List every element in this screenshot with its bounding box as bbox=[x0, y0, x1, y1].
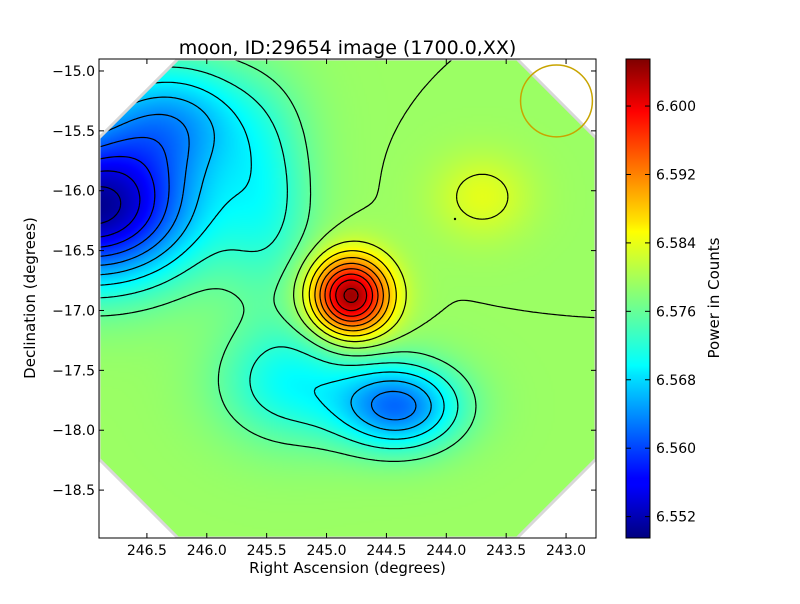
contour-level bbox=[335, 279, 368, 312]
x-tick-label: 246.0 bbox=[187, 543, 227, 559]
contour-level bbox=[319, 262, 384, 327]
octagon-edge bbox=[99, 59, 596, 538]
y-tick-label: −17.5 bbox=[52, 363, 95, 379]
contour-level bbox=[308, 250, 397, 337]
y-tick-label: −18.0 bbox=[52, 423, 95, 439]
y-tick-label: −16.5 bbox=[52, 244, 95, 260]
x-tick-label: 244.0 bbox=[426, 543, 466, 559]
contour-level bbox=[324, 268, 379, 322]
y-tick-label: −17.0 bbox=[52, 303, 95, 319]
x-axis-label: Right Ascension (degrees) bbox=[249, 559, 446, 577]
plot-frame bbox=[98, 58, 597, 539]
y-tick-label: −18.5 bbox=[52, 483, 95, 499]
y-tick-label: −15.0 bbox=[52, 64, 95, 80]
colorbar-ticks: 6.552 6.560 6.568 6.576 6.584 6.592 6.600 bbox=[626, 99, 696, 526]
y-tick-label: −16.0 bbox=[52, 184, 95, 200]
peak-dot bbox=[453, 217, 457, 221]
colorbar-tick-label: 6.568 bbox=[656, 373, 696, 389]
contour-level bbox=[99, 113, 417, 421]
contour-level bbox=[99, 136, 170, 257]
chart-title: moon, ID:29654 image (1700.0,XX) bbox=[179, 37, 517, 59]
x-tick-label: 244.5 bbox=[366, 543, 406, 559]
contour-lines bbox=[99, 59, 596, 462]
beam-circle bbox=[519, 64, 594, 138]
x-tick-label: 245.5 bbox=[247, 543, 287, 559]
colorbar-tick-label: 6.584 bbox=[656, 236, 696, 252]
y-axis-label: Declination (degrees) bbox=[21, 217, 39, 379]
colorbar-tick-label: 6.600 bbox=[656, 99, 696, 115]
x-tick-label: 246.5 bbox=[127, 543, 167, 559]
x-tick-label: 243.0 bbox=[546, 543, 586, 559]
contour-level bbox=[343, 287, 359, 303]
y-axis: −15.0 −15.5 −16.0 −16.5 −17.0 −17.5 −18.0 −18.5 bbox=[52, 64, 596, 499]
colorbar-tick-label: 6.576 bbox=[656, 304, 696, 320]
colorbar-gradient bbox=[625, 58, 651, 539]
colorbar-label: Power in Counts bbox=[705, 237, 723, 358]
colorbar: 6.552 6.560 6.568 6.576 6.584 6.592 6.600 Powe… bbox=[625, 58, 723, 539]
contour-level bbox=[314, 257, 390, 332]
heatmap-image bbox=[99, 59, 596, 538]
contour-level bbox=[329, 273, 374, 317]
x-tick-label: 243.5 bbox=[486, 543, 526, 559]
colorbar-tick-label: 6.592 bbox=[656, 167, 696, 183]
contour-level bbox=[302, 173, 509, 343]
contour-level bbox=[293, 59, 596, 349]
x-tick-label: 245.0 bbox=[306, 543, 346, 559]
colorbar-tick-label: 6.560 bbox=[656, 441, 696, 457]
x-axis: 246.5 246.0 245.5 245.0 244.5 244.0 243.5 243.0 bbox=[127, 59, 586, 559]
plot-area bbox=[98, 58, 597, 539]
y-tick-label: −15.5 bbox=[52, 124, 95, 140]
colorbar-tick-label: 6.552 bbox=[656, 510, 696, 526]
contour-level bbox=[99, 155, 156, 248]
